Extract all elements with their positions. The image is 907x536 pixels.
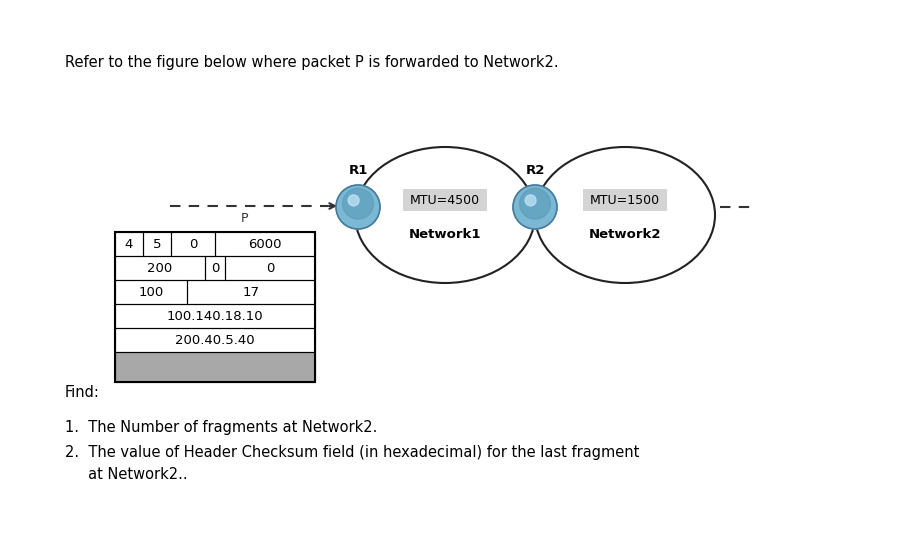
Text: 100: 100: [139, 286, 163, 299]
Bar: [143, 232, 171, 256]
Circle shape: [513, 185, 557, 229]
Text: 200: 200: [147, 262, 172, 274]
Circle shape: [336, 185, 380, 229]
Bar: [115, 232, 315, 382]
Text: Network1: Network1: [409, 228, 482, 242]
Bar: [205, 256, 225, 280]
FancyBboxPatch shape: [583, 189, 667, 211]
Text: 1.  The Number of fragments at Network2.: 1. The Number of fragments at Network2.: [65, 420, 377, 435]
Circle shape: [525, 195, 536, 206]
Text: Refer to the figure below where packet P is forwarded to Network2.: Refer to the figure below where packet P…: [65, 55, 559, 70]
Text: P: P: [241, 212, 249, 225]
Text: 200.40.5.40: 200.40.5.40: [175, 333, 255, 346]
Bar: [187, 280, 315, 304]
Bar: [115, 304, 315, 328]
Bar: [115, 280, 187, 304]
Text: Network2: Network2: [589, 228, 661, 242]
Bar: [171, 232, 215, 256]
Bar: [225, 256, 315, 280]
Circle shape: [348, 195, 359, 206]
Text: 0: 0: [266, 262, 274, 274]
Text: 2.  The value of Header Checksum field (in hexadecimal) for the last fragment: 2. The value of Header Checksum field (i…: [65, 445, 639, 460]
FancyBboxPatch shape: [403, 189, 487, 211]
Bar: [115, 328, 315, 352]
Text: R1: R1: [348, 164, 367, 177]
Circle shape: [520, 188, 551, 219]
Text: 6000: 6000: [249, 237, 282, 250]
Bar: [115, 256, 205, 280]
Text: 4: 4: [125, 237, 133, 250]
Text: R2: R2: [525, 164, 545, 177]
Text: MTU=1500: MTU=1500: [590, 193, 660, 206]
Text: 5: 5: [152, 237, 161, 250]
Text: 0: 0: [189, 237, 197, 250]
Circle shape: [343, 188, 374, 219]
Text: Find:: Find:: [65, 385, 100, 400]
Text: MTU=4500: MTU=4500: [410, 193, 480, 206]
Text: 17: 17: [242, 286, 259, 299]
Bar: [115, 352, 315, 382]
Bar: [215, 232, 315, 256]
Text: 0: 0: [210, 262, 219, 274]
Text: at Network2..: at Network2..: [65, 467, 188, 482]
Text: 100.140.18.10: 100.140.18.10: [167, 309, 263, 323]
Bar: [115, 352, 315, 382]
Bar: [115, 232, 143, 256]
